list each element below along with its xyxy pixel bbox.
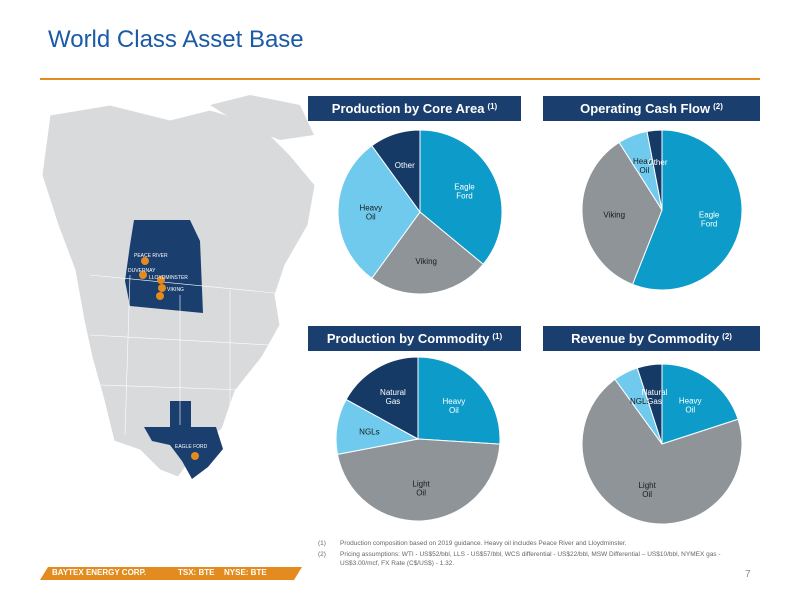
- pie-slice-natural-gas: [636, 363, 663, 445]
- viking-label: VIKING: [167, 287, 184, 293]
- peace-river-marker: [141, 257, 149, 265]
- pie-label-natural-gas: Natural Gas: [642, 388, 668, 406]
- page-title: World Class Asset Base: [48, 26, 304, 53]
- pie-slice-eagle-ford: [419, 129, 503, 265]
- pie-slice-heavy-oil: [417, 356, 501, 445]
- lloydminster-marker: [157, 276, 165, 284]
- core-area-footnote-ref: (1): [487, 102, 498, 111]
- viking-marker-1: [158, 284, 166, 292]
- map-region-alberta-saskatchewan: [125, 220, 203, 313]
- footnote-1-text: Production composition based on 2019 gui…: [340, 540, 627, 547]
- footnotes: (1) Production composition based on 2019…: [318, 540, 738, 570]
- commodity-production-pie-chart: Heavy Oil Light Oil NGLs Natural Gas: [335, 356, 501, 522]
- map-region-texas: [144, 401, 223, 479]
- footer-nyse-ticker: NYSE: BTE: [224, 568, 267, 577]
- pie-slice-heavy-oil: [337, 144, 421, 280]
- pie-label-ngls: NGLs: [359, 427, 379, 436]
- pie-label-ngls: NGLs: [630, 397, 650, 406]
- commodity-revenue-header: Revenue by Commodity (2): [543, 326, 760, 351]
- commodity-revenue-heading: Revenue by Commodity: [571, 331, 720, 346]
- pie-slice-other: [371, 129, 421, 214]
- commodity-production-header: Production by Commodity (1): [308, 326, 521, 351]
- north-america-map: PEACE RIVER DUVERNAY LLOYDMINSTER VIKING…: [41, 95, 316, 479]
- duvernay-label: DUVERNAY: [128, 268, 156, 274]
- commodity-revenue-footnote-ref: (2): [722, 332, 732, 341]
- pie-label-heavy-oil: Heavy Oil: [443, 397, 466, 415]
- pie-label-other: Other: [647, 158, 667, 167]
- pie-slice-natural-gas: [345, 356, 419, 440]
- commodity-production-footnote-ref: (1): [492, 332, 503, 341]
- peace-river-label: PEACE RIVER: [134, 253, 168, 259]
- footnote-2-number: (2): [318, 550, 326, 558]
- footer-company: BAYTEX ENERGY CORP.: [52, 568, 147, 577]
- core-area-pie-chart: Eagle Ford Viking Heavy Oil Other: [337, 129, 503, 295]
- pie-label-heavy-oil: Heavy Oil: [679, 397, 702, 415]
- footnote-1: (1) Production composition based on 2019…: [318, 540, 738, 549]
- core-area-heading: Production by Core Area: [331, 101, 485, 116]
- pie-label-heavy-oil: Heavy Oil: [359, 204, 382, 222]
- pie-label-eagle-ford: Eagle Ford: [699, 210, 720, 228]
- pie-label-eagle-ford: Eagle Ford: [454, 183, 475, 201]
- footer-bar: [40, 567, 302, 580]
- footer-tsx-ticker: TSX: BTE: [178, 568, 215, 577]
- cash-flow-header: Operating Cash Flow (2): [543, 96, 760, 121]
- pie-label-light-oil: Light Oil: [638, 481, 656, 499]
- viking-marker-2: [156, 292, 164, 300]
- pie-label-natural-gas: Natural Gas: [380, 388, 406, 406]
- eagle-ford-label: EAGLE FORD: [175, 444, 208, 450]
- pie-slice-heavy-oil: [661, 363, 739, 445]
- pie-slice-eagle-ford: [631, 129, 743, 291]
- duvernay-marker: [139, 271, 147, 279]
- footnote-2-text: Pricing assumptions: WTI - US$52/bbl, LL…: [340, 550, 721, 567]
- pie-slice-viking: [581, 141, 663, 286]
- pie-slice-light-oil: [336, 438, 501, 522]
- eagle-ford-marker: [191, 452, 199, 460]
- map-land-islands: [210, 95, 314, 140]
- pie-label-heavy-oil: Heavy Oil: [633, 157, 656, 175]
- core-area-header: Production by Core Area (1): [308, 96, 521, 121]
- title-divider: [40, 78, 760, 80]
- pie-label-viking: Viking: [603, 211, 625, 220]
- footnote-1-number: (1): [318, 540, 326, 547]
- page-number: 7: [745, 569, 751, 580]
- pie-slice-other: [646, 129, 663, 211]
- pie-label-other: Other: [395, 161, 415, 170]
- cash-flow-heading: Operating Cash Flow: [580, 101, 711, 116]
- pie-label-light-oil: Light Oil: [412, 480, 430, 498]
- pie-slice-light-oil: [581, 378, 743, 525]
- cash-flow-footnote-ref: (2): [713, 102, 723, 111]
- pie-label-viking: Viking: [415, 257, 437, 266]
- footnote-2: (2) Pricing assumptions: WTI - US$52/bbl…: [318, 551, 738, 569]
- commodity-production-heading: Production by Commodity: [326, 331, 490, 346]
- pie-slice-viking: [371, 211, 484, 295]
- lloydminster-label: LLOYDMINSTER: [149, 275, 188, 281]
